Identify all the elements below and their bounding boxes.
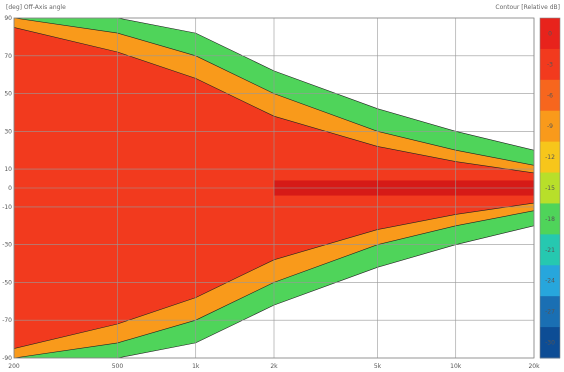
x-tick-label: 2k	[270, 363, 278, 370]
x-tick-labels: 200 500 1k 2k 5k 10k 20k	[8, 363, 540, 370]
x-tick-label: 5k	[374, 363, 382, 370]
y-tick-label: 0	[8, 185, 12, 192]
colorbar-tick-label: -12	[545, 154, 555, 161]
colorbar-swatch	[540, 48, 560, 81]
colorbar-tick-label: -15	[545, 185, 555, 192]
plot-frame	[13, 17, 535, 359]
colorbar-swatch	[540, 110, 560, 143]
colorbar-swatch	[540, 265, 560, 297]
x-tick-label: 500	[112, 363, 124, 370]
colorbar-tick-label: -3	[547, 61, 553, 68]
colorbar-tick-label: -24	[545, 278, 555, 285]
colorbar-swatch	[540, 18, 560, 50]
y-tick-label: 30	[4, 128, 12, 135]
y-tick-label: -90	[2, 355, 12, 362]
header-right-label: Contour [Relative dB]	[495, 4, 560, 11]
x-tick-label: 20k	[528, 363, 540, 370]
y-tick-label: 90	[4, 15, 12, 22]
y-tick-label: 10	[4, 166, 12, 173]
x-tick-label: 10k	[450, 363, 462, 370]
y-tick-label: -70	[2, 317, 12, 324]
x-tick-label: 200	[8, 363, 20, 370]
y-tick-label: 70	[4, 53, 12, 60]
colorbar-swatch	[540, 234, 560, 266]
x-tick-label: 1k	[192, 363, 200, 370]
colorbar-swatch	[540, 203, 560, 235]
colorbar-swatch	[540, 296, 560, 328]
header-left-label: [deg] Off-Axis angle	[6, 4, 66, 11]
y-tick-label: 50	[4, 91, 12, 98]
y-tick-labels: 90 70 50 30 10 0 -10 -30 -50 -70 -90	[2, 15, 12, 362]
colorbar-swatch	[540, 79, 560, 112]
colorbar-tick-label: -6	[547, 92, 553, 99]
colorbar-swatch	[540, 141, 560, 174]
colorbar-tick-label: -30	[545, 340, 555, 347]
colorbar-tick-label: -27	[545, 309, 555, 316]
y-tick-label: -50	[2, 279, 12, 286]
colorbar-tick-label: -9	[547, 123, 553, 130]
colorbar: 0 -3 -6 -9 -12 -15 -18 -21 -24 -27 -30	[539, 17, 561, 359]
colorbar-swatch	[540, 327, 560, 359]
colorbar-tick-label: -21	[545, 247, 555, 254]
colorbar-tick-label: 0	[548, 30, 552, 37]
y-tick-label: -10	[2, 204, 12, 211]
colorbar-tick-label: -18	[545, 216, 555, 223]
y-tick-label: -30	[2, 242, 12, 249]
colorbar-frame	[539, 17, 561, 359]
colorbar-swatch	[540, 172, 560, 204]
